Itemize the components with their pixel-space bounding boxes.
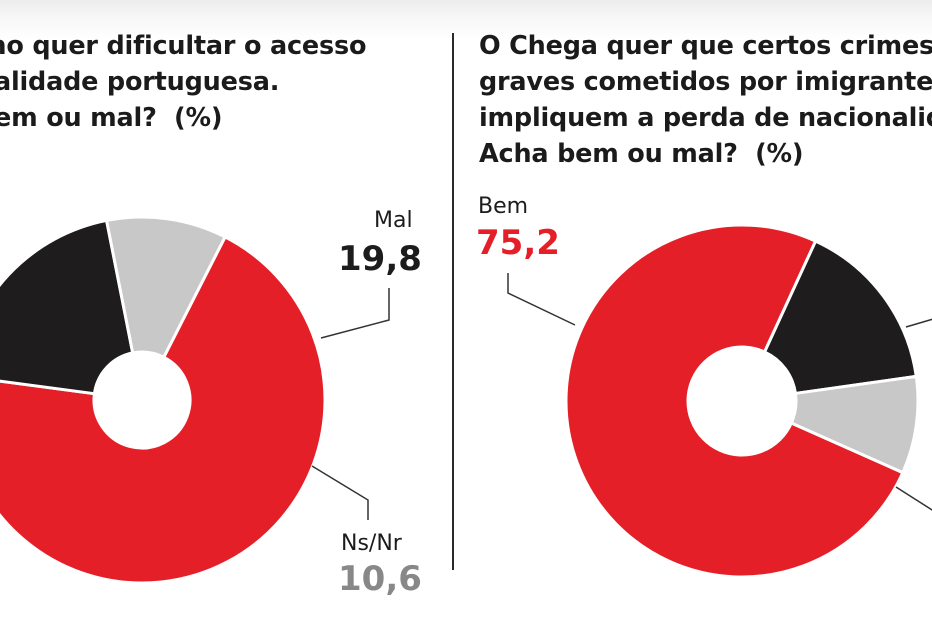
chart1-mal-label: Mal: [374, 208, 413, 233]
chart1-nsnr-leader-line: [311, 465, 369, 520]
chart2-nsnr-leader-line: [895, 486, 932, 511]
chart1-donut: [0, 215, 327, 585]
chart1-mal-value: 19,8: [338, 239, 422, 279]
chart2-slice-mal: [763, 239, 918, 395]
chart1-slice-nsnr: [105, 215, 227, 359]
chart2-slice-bem: [564, 223, 905, 579]
chart2-mal-leader-line: [905, 318, 932, 328]
chart2-title: O Chega quer que certos crimes graves co…: [479, 31, 932, 169]
chart2-bem-value: 75,2: [476, 223, 560, 263]
chart1-slice-mal: [0, 218, 135, 396]
chart1-mal-leader-line: [320, 288, 390, 339]
chart1-nsnr-label: Ns/Nr: [341, 531, 402, 556]
chart2-slice-nsnr: [789, 374, 920, 475]
chart2-bem-label: Bem: [478, 194, 529, 219]
column-divider: [452, 33, 454, 570]
chart2-donut: [564, 223, 920, 579]
chart2-bem-leader-line: [507, 273, 576, 326]
chart1-nsnr-value: 10,6: [338, 559, 422, 599]
chart1-slice-bem: [0, 235, 327, 585]
chart1-title: rno quer dificultar o acesso nalidade po…: [0, 31, 367, 133]
